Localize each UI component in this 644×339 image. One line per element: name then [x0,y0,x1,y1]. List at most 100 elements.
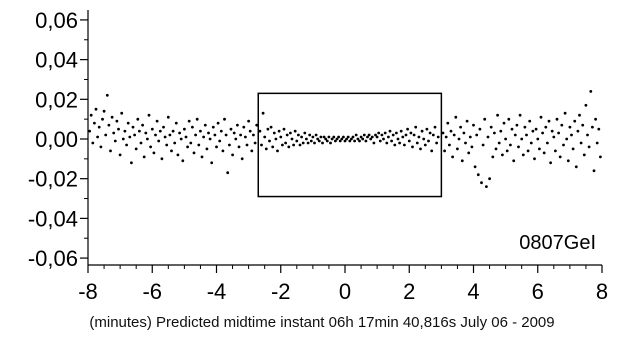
y-tick-label: 0,04 [35,48,78,73]
data-point [550,129,554,133]
data-point [443,149,446,153]
data-point [261,111,265,115]
data-point [367,133,371,137]
data-point [401,135,405,139]
data-point [454,115,458,119]
data-point [300,135,303,139]
data-point [213,133,217,137]
data-point [378,139,382,143]
data-point [390,139,393,143]
data-point [276,149,279,153]
data-point [375,135,379,139]
data-point [138,129,141,133]
data-point [496,113,499,117]
data-point [419,147,422,151]
data-point [489,125,493,129]
data-point [330,137,334,141]
data-point [396,137,400,141]
data-point [343,139,347,143]
data-point [325,139,329,143]
data-point [263,135,267,139]
data-point [351,135,355,139]
data-point [189,141,193,145]
data-point [88,129,91,133]
data-point [358,139,361,143]
data-point [279,135,283,139]
data-point [255,123,259,127]
data-point [96,135,99,139]
data-point [226,171,230,175]
data-point [411,145,414,149]
data-point [133,133,137,137]
data-point [274,137,278,141]
data-point [208,137,212,141]
data-point [126,121,130,125]
data-point [521,153,525,157]
data-point [211,125,215,129]
data-point [574,165,578,169]
data-point [499,129,503,133]
data-point [107,123,111,127]
data-point [289,131,292,135]
data-point [433,125,437,129]
x-axis: -8 -6 -4 -2 0 2 4 6 8 [78,265,608,304]
data-point [372,141,376,145]
data-point [97,125,101,129]
data-point [529,141,533,145]
data-point [430,149,434,153]
data-point [568,125,572,129]
data-point [475,133,479,137]
data-point [586,133,589,137]
data-point [513,133,517,137]
data-point [449,129,453,133]
data-point [165,143,169,147]
data-point [215,145,218,149]
data-point [345,137,348,141]
data-point [560,123,564,127]
data-point [526,149,530,153]
data-point [555,117,559,121]
data-point [576,129,580,133]
data-point [104,133,108,137]
data-point [306,141,310,145]
data-point [391,133,395,137]
data-point [219,129,223,133]
data-point [162,125,165,129]
data-point [549,161,552,165]
data-point [128,135,132,139]
data-point [515,123,519,127]
data-point [480,181,483,185]
data-point [467,151,471,155]
data-point [468,135,472,139]
data-point [483,117,487,121]
data-point [240,157,244,161]
data-point [592,169,596,173]
data-point [332,135,336,139]
data-point [101,117,104,121]
data-point [150,127,154,131]
data-point [473,165,477,169]
data-point [258,129,262,133]
data-point [252,133,255,137]
data-point [102,109,106,113]
data-point [542,151,546,155]
data-point [497,141,501,145]
data-point [272,131,276,135]
data-point [451,155,454,159]
data-point [166,115,170,119]
data-point [91,141,95,145]
highlight-box [257,92,443,198]
data-point [377,131,381,135]
data-point [181,159,185,163]
data-point [170,149,173,153]
data-point [247,119,251,123]
data-point [327,135,331,139]
data-point [536,137,540,141]
data-point [93,121,96,125]
data-point [582,153,586,157]
data-point [297,133,300,137]
data-point [335,137,339,141]
data-point [123,129,127,133]
data-point [130,161,133,165]
